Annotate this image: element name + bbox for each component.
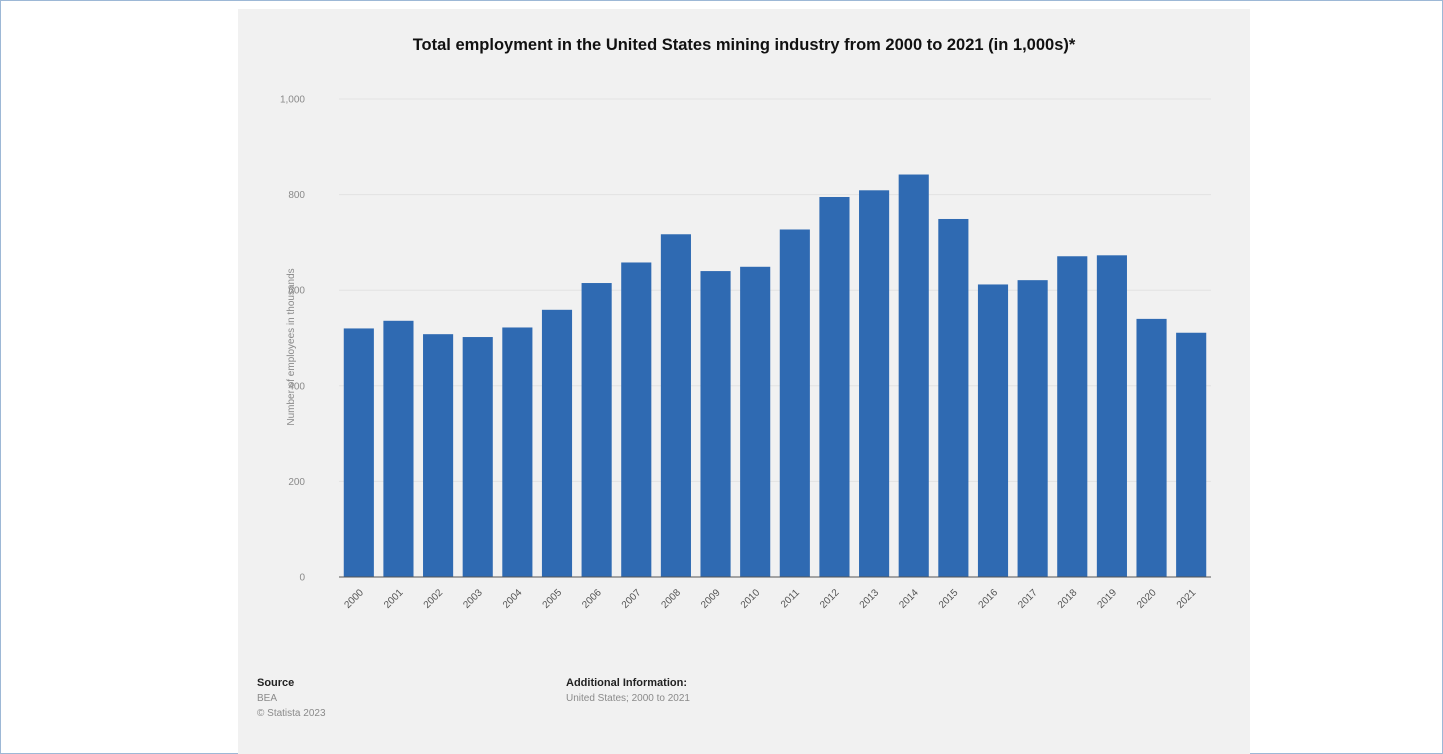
bar-2020 bbox=[1136, 319, 1166, 577]
x-tick-label: 2010 bbox=[739, 587, 763, 611]
bar-2003 bbox=[463, 337, 493, 577]
x-tick-label: 2012 bbox=[818, 587, 842, 611]
y-tick-label: 800 bbox=[288, 190, 305, 201]
bar-2021 bbox=[1176, 333, 1206, 577]
source-name: BEA bbox=[257, 691, 326, 706]
x-tick-label: 2008 bbox=[660, 587, 684, 611]
bar-2016 bbox=[978, 284, 1008, 577]
chart-panel: Total employment in the United States mi… bbox=[238, 9, 1250, 754]
bar-2008 bbox=[661, 234, 691, 577]
x-tick-label: 2000 bbox=[342, 587, 366, 611]
y-tick-label: 1,000 bbox=[280, 95, 305, 106]
x-tick-label: 2009 bbox=[699, 587, 723, 611]
source-block: Source BEA © Statista 2023 bbox=[257, 676, 326, 721]
x-tick-label: 2004 bbox=[501, 587, 525, 611]
bar-2001 bbox=[383, 321, 413, 577]
x-tick-label: 2003 bbox=[461, 587, 485, 611]
x-tick-label: 2001 bbox=[382, 587, 406, 611]
copyright: © Statista 2023 bbox=[257, 706, 326, 721]
bar-2009 bbox=[700, 271, 730, 577]
y-tick-label: 0 bbox=[299, 573, 305, 584]
additional-info-heading: Additional Information: bbox=[566, 676, 690, 691]
bar-2018 bbox=[1057, 256, 1087, 577]
bar-2010 bbox=[740, 267, 770, 577]
bar-2013 bbox=[859, 190, 889, 577]
x-tick-label: 2006 bbox=[580, 587, 604, 611]
bar-2011 bbox=[780, 229, 810, 577]
x-tick-label: 2015 bbox=[937, 587, 961, 611]
additional-info-text: United States; 2000 to 2021 bbox=[566, 691, 690, 706]
y-tick-label: 200 bbox=[288, 477, 305, 488]
bar-2000 bbox=[344, 328, 374, 577]
y-axis-label: Number of employees in thousands bbox=[286, 268, 297, 425]
bar-2005 bbox=[542, 310, 572, 577]
x-tick-label: 2005 bbox=[541, 587, 565, 611]
x-tick-label: 2013 bbox=[858, 587, 882, 611]
bar-2002 bbox=[423, 334, 453, 577]
source-heading: Source bbox=[257, 676, 326, 691]
x-tick-label: 2018 bbox=[1056, 587, 1080, 611]
bar-2004 bbox=[502, 327, 532, 577]
bar-2012 bbox=[819, 197, 849, 577]
x-tick-label: 2020 bbox=[1135, 587, 1159, 611]
x-tick-label: 2016 bbox=[977, 587, 1001, 611]
bar-2014 bbox=[899, 175, 929, 577]
x-tick-label: 2011 bbox=[779, 587, 802, 610]
bars bbox=[344, 175, 1206, 577]
bar-2006 bbox=[582, 283, 612, 577]
additional-info-block: Additional Information: United States; 2… bbox=[566, 676, 690, 706]
x-tick-labels: 2000 2001 2002 2003 2004 2005 2006 2007 2008 2009… bbox=[342, 587, 1198, 611]
x-tick-label: 2019 bbox=[1096, 587, 1120, 611]
x-tick-label: 2014 bbox=[897, 587, 921, 611]
x-tick-label: 2007 bbox=[620, 587, 644, 611]
bar-2015 bbox=[938, 219, 968, 577]
x-tick-label: 2021 bbox=[1175, 587, 1199, 611]
bar-2019 bbox=[1097, 255, 1127, 577]
bar-2017 bbox=[1018, 280, 1048, 577]
x-tick-label: 2017 bbox=[1016, 587, 1040, 611]
bar-2007 bbox=[621, 262, 651, 577]
x-tick-label: 2002 bbox=[422, 587, 446, 611]
